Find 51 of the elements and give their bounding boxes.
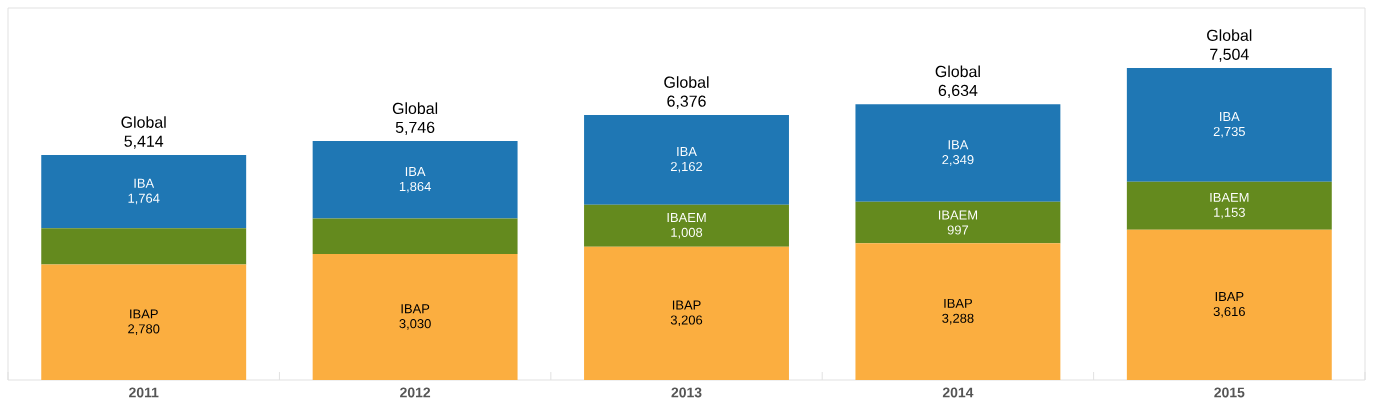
text: IBAEM xyxy=(1210,192,1249,202)
total-label: Global 7,504 xyxy=(1207,29,1252,62)
data-label: 2,735 xyxy=(1213,126,1245,138)
total-label: Global 6,634 xyxy=(935,65,980,98)
text: IBA xyxy=(948,140,969,150)
text: IBA xyxy=(405,167,426,176)
bar xyxy=(312,218,518,255)
x-tick-label: 2011 xyxy=(129,387,159,398)
bar xyxy=(584,204,789,247)
text: IBAP xyxy=(401,304,430,314)
data-label: 997 xyxy=(947,225,969,235)
data-label: 3,030 xyxy=(399,319,431,330)
bar xyxy=(312,141,518,219)
bar xyxy=(1126,181,1332,230)
bar xyxy=(855,243,1061,380)
bar xyxy=(1126,229,1332,380)
text: IBAP xyxy=(1215,292,1244,301)
bar xyxy=(41,228,247,265)
x-tick-label: 2014 xyxy=(942,387,974,398)
bar xyxy=(41,264,247,380)
bar xyxy=(312,254,518,380)
bar xyxy=(41,154,247,229)
data-label: 1,008 xyxy=(671,227,703,239)
bar xyxy=(584,246,789,380)
text: IBA xyxy=(1220,112,1240,121)
data-label: 1,764 xyxy=(128,193,160,205)
text: IBAP xyxy=(944,298,972,308)
total-label: Global 5,414 xyxy=(121,116,166,149)
text: IBAEM xyxy=(938,210,978,220)
series-label: IBA xyxy=(134,178,155,188)
x-tick-label: 2012 xyxy=(400,387,431,398)
data-label: 1,864 xyxy=(399,181,431,193)
x-tick-label: 2015 xyxy=(1214,387,1245,398)
bar xyxy=(1126,67,1332,182)
data-label: 3,288 xyxy=(942,313,974,325)
bar xyxy=(855,201,1061,244)
series-label: IBAP xyxy=(130,309,158,319)
data-label: 3,616 xyxy=(1213,306,1245,318)
bar xyxy=(855,104,1061,202)
bar xyxy=(584,114,789,205)
text: IBAP xyxy=(672,300,701,310)
text: IBA xyxy=(677,147,697,156)
total-label: Global 5,746 xyxy=(392,102,438,135)
data-label: 2,162 xyxy=(670,161,703,173)
total-label: Global 6,376 xyxy=(664,76,709,109)
data-label: 1,153 xyxy=(1214,207,1245,219)
x-tick-label: 2013 xyxy=(671,387,702,398)
data-label: 2,349 xyxy=(942,155,974,166)
series-label: IBAEM xyxy=(667,212,706,222)
data-label: 2,780 xyxy=(128,324,160,335)
data-label: 3,206 xyxy=(670,315,703,327)
